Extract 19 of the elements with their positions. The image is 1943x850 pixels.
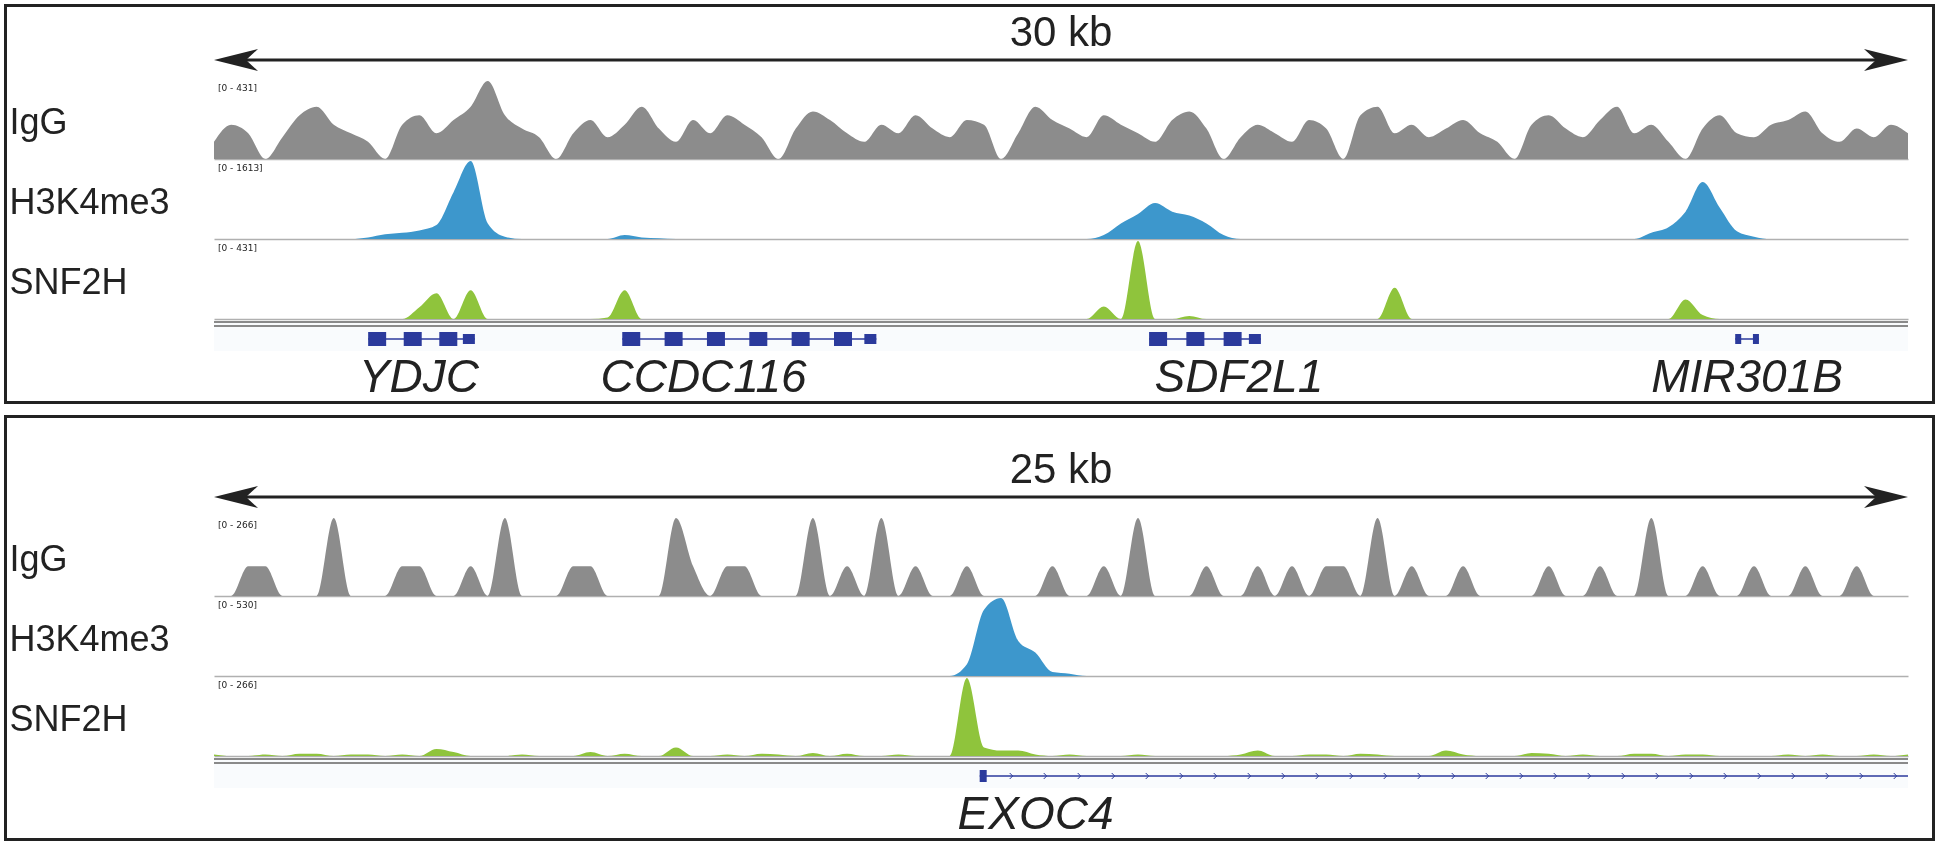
text: EXOC4 xyxy=(957,787,1114,839)
annotation: [0 - 1613] xyxy=(218,163,263,173)
y-axis-title: IgG xyxy=(9,537,68,579)
y-axis-title: H3K4me3 xyxy=(9,180,170,222)
annotation: [0 - 431] xyxy=(218,243,257,253)
y-axis-title: SNF2H xyxy=(9,697,128,739)
text: MIR301B xyxy=(1651,350,1843,402)
y-axis-title: IgG xyxy=(9,100,68,142)
annotation: [0 - 530] xyxy=(218,600,257,610)
y-axis-title: SNF2H xyxy=(9,260,128,302)
text: SDF2L1 xyxy=(1154,350,1324,402)
text: YDJC xyxy=(358,350,480,402)
chart-title: 30 kb xyxy=(1009,8,1113,55)
text: CCDC116 xyxy=(600,350,807,402)
y-axis-title: H3K4me3 xyxy=(9,617,170,659)
annotation: [0 - 266] xyxy=(218,680,257,690)
chart-title: 25 kb xyxy=(1009,445,1113,492)
annotation: [0 - 266] xyxy=(218,520,257,530)
annotation: [0 - 431] xyxy=(218,83,257,93)
